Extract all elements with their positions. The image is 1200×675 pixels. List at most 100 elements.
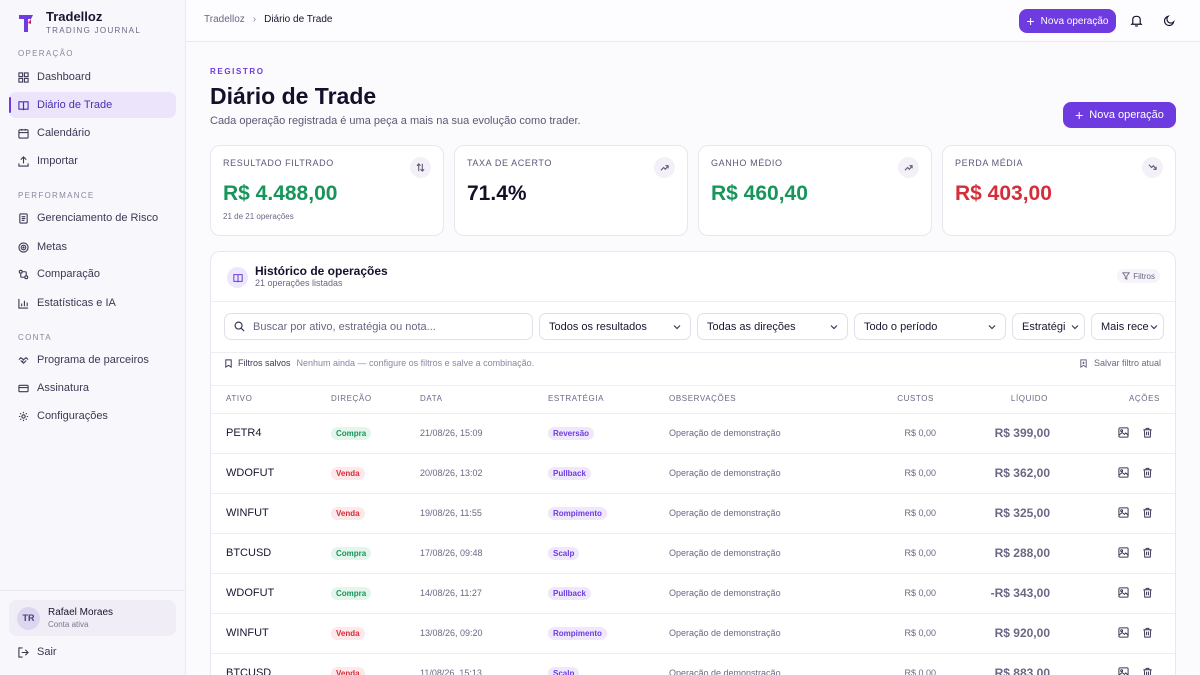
sidebar: Tradelloz TRADING JOURNAL OPERAÇÃO Dashb… [0,0,186,675]
cell-date: 14/08/26, 11:27 [420,588,482,598]
stat-value: 71.4% [467,182,527,205]
trend-up-icon [898,157,919,178]
logout-button[interactable]: Sair [18,646,57,658]
brand-subtitle: TRADING JOURNAL [46,26,142,35]
select-periodo[interactable]: Todo o período [854,313,1006,340]
table-row[interactable]: WDOFUT Venda 20/08/26, 13:02 Pullback Operaç… [211,453,1175,493]
cell-costs: R$ 0,00 [904,508,936,518]
breadcrumb-root[interactable]: Tradelloz [204,14,245,25]
page-subtitle: Cada operação registrada é uma peça a ma… [210,115,581,127]
cell-costs: R$ 0,00 [904,428,936,438]
column-header-ativo[interactable]: ATIVO [226,394,253,403]
image-icon[interactable] [1118,587,1130,599]
trash-icon[interactable] [1142,507,1154,519]
column-header-observacoes[interactable]: OBSERVAÇÕES [669,394,737,403]
select-resultados[interactable]: Todos os resultados [539,313,691,340]
table-row[interactable]: BTCUSD Venda 11/08/26, 15:13 Scalp Operação … [211,653,1175,675]
trend-down-icon [1142,157,1163,178]
sidebar-item-estatisticas[interactable]: Estatísticas e IA [9,290,176,316]
image-icon[interactable] [1118,467,1130,479]
sidebar-item-configuracoes[interactable]: Configurações [9,403,176,429]
stat-label: TAXA DE ACERTO [467,158,552,168]
image-icon[interactable] [1118,547,1130,559]
select-direcoes[interactable]: Todas as direções [697,313,848,340]
cell-date: 19/08/26, 11:55 [420,508,482,518]
new-operation-button[interactable]: + Nova operação [1063,102,1176,128]
search-input[interactable] [253,320,513,333]
trash-icon[interactable] [1142,587,1154,599]
cell-net: R$ 399,00 [994,426,1050,440]
cell-notes: Operação de demonstração [669,548,781,558]
cell-asset: BTCUSD [226,667,272,675]
trash-icon[interactable] [1142,547,1154,559]
cell-asset: WINFUT [226,627,269,639]
table-row[interactable]: PETR4 Compra 21/08/26, 15:09 Reversão Operaç… [211,413,1175,453]
cell-date: 20/08/26, 13:02 [420,468,483,478]
sidebar-item-comparacao[interactable]: Comparação [9,261,176,287]
bookmark-icon [225,358,232,368]
direction-badge: Compra [331,427,372,440]
credit-card-icon [18,383,29,394]
bookmark-plus-icon [1080,358,1087,368]
image-icon[interactable] [1118,427,1130,439]
trash-icon[interactable] [1142,467,1154,479]
upload-icon [18,155,29,167]
direction-badge: Compra [331,547,372,560]
column-header-custos[interactable]: CUSTOS [897,394,934,403]
sidebar-item-importar[interactable]: Importar [9,148,176,174]
new-operation-label: Nova operação [1040,15,1109,27]
sidebar-item-metas[interactable]: Metas [9,234,176,260]
table-row[interactable]: WINFUT Venda 13/08/26, 09:20 Rompimento Oper… [211,613,1175,653]
topbar: Tradelloz › Diário de Trade + Nova opera… [186,0,1200,42]
select-ordenacao[interactable]: Mais rece [1091,313,1164,340]
trash-icon[interactable] [1142,667,1154,675]
cell-asset: WINFUT [226,507,269,519]
new-operation-button-top[interactable]: + Nova operação [1019,9,1116,33]
breadcrumb-current: Diário de Trade [264,14,333,25]
trash-icon[interactable] [1142,627,1154,639]
cell-costs: R$ 0,00 [904,588,936,598]
cell-notes: Operação de demonstração [669,468,781,478]
sidebar-item-calendario[interactable]: Calendário [9,120,176,146]
stat-card-taxa-acerto: TAXA DE ACERTO 71.4% [454,145,688,236]
save-filter-button[interactable]: Salvar filtro atual [1079,358,1161,368]
divider [211,385,1175,386]
image-icon[interactable] [1118,507,1130,519]
cell-asset: WDOFUT [226,587,275,599]
column-header-liquido[interactable]: LÍQUIDO [1010,394,1048,403]
section-label-conta: CONTA [18,333,52,342]
cell-notes: Operação de demonstração [669,588,781,598]
select-value: Mais rece [1101,320,1149,333]
user-card[interactable]: TR Rafael Moraes Conta ativa [9,600,176,636]
direction-badge: Venda [331,507,365,520]
arrows-updown-icon [410,157,431,178]
sidebar-item-assinatura[interactable]: Assinatura [9,375,176,401]
stat-value: R$ 460,40 [711,182,808,205]
sidebar-item-label: Programa de parceiros [37,354,149,366]
moon-icon[interactable] [1162,13,1176,27]
image-icon[interactable] [1118,627,1130,639]
image-icon[interactable] [1118,667,1130,675]
filters-button[interactable]: Filtros [1117,269,1160,283]
column-header-data[interactable]: DATA [420,394,443,403]
brand-logo-icon [19,15,33,32]
search-field[interactable] [224,313,533,340]
bell-icon[interactable] [1129,13,1143,27]
brand[interactable]: Tradelloz TRADING JOURNAL [18,10,141,35]
sidebar-item-dashboard[interactable]: Dashboard [9,64,176,90]
column-header-estrategia[interactable]: ESTRATÉGIA [548,394,605,403]
saved-filters: Filtros salvos Nenhum ainda — configure … [224,358,534,368]
sidebar-item-risco[interactable]: Gerenciamento de Risco [9,205,176,231]
sidebar-item-diario[interactable]: Diário de Trade [9,92,176,118]
column-header-direcao[interactable]: DIREÇÃO [331,394,372,403]
cell-asset: PETR4 [226,427,262,439]
sidebar-item-parceiros[interactable]: Programa de parceiros [9,347,176,373]
table-row[interactable]: BTCUSD Compra 17/08/26, 09:48 Scalp Operação… [211,533,1175,573]
chevron-down-icon [673,325,681,330]
select-estrategia[interactable]: Estratégi [1012,313,1085,340]
history-subtitle: 21 operações listadas [255,278,343,288]
table-row[interactable]: WINFUT Venda 19/08/26, 11:55 Rompimento Oper… [211,493,1175,533]
trash-icon[interactable] [1142,427,1154,439]
filter-icon [1122,272,1131,280]
table-row[interactable]: WDOFUT Compra 14/08/26, 11:27 Pullback Opera… [211,573,1175,613]
